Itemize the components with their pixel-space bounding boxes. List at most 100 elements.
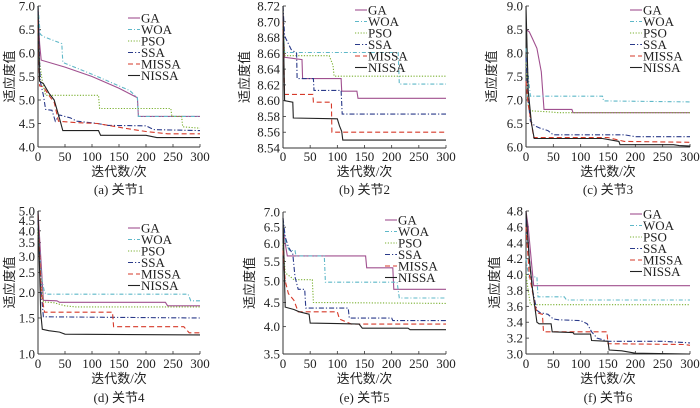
y-tick-label: 6.5: [507, 116, 523, 131]
series-line-pso: [282, 243, 447, 304]
panel-a: 0 50 100 150 200 250 300 4.0 4.5 5.0 5.5 6.0 6.5 7.0 迭…: [2, 0, 210, 197]
panel-caption: (e) 关节5: [339, 390, 389, 405]
x-tick-label: 250: [163, 149, 183, 164]
series-line-woa: [525, 48, 691, 103]
x-tick-label: 200: [626, 356, 646, 371]
x-tick-label: 50: [59, 356, 72, 371]
y-tick-label: 8.54: [257, 141, 280, 156]
panel-caption: (c) 关节3: [583, 182, 633, 197]
legend-label: WOA: [368, 14, 400, 29]
x-tick-label: 100: [328, 149, 348, 164]
y-tick-label: 5.0: [19, 204, 35, 219]
series-line-ga: [282, 220, 446, 290]
y-tick-label: 6.5: [264, 220, 280, 235]
x-tick-label: 200: [382, 149, 402, 164]
x-tick-label: 0: [35, 356, 42, 371]
x-tick-label: 200: [136, 149, 156, 164]
series-line-pso: [525, 274, 690, 306]
x-axis-label: 迭代数/次: [337, 164, 393, 179]
y-tick-label: 3.5: [19, 235, 35, 250]
series-line-missa: [525, 81, 691, 143]
x-tick-label: 50: [59, 149, 72, 164]
x-tick-label: 100: [571, 149, 591, 164]
y-tick-label: 8.5: [507, 22, 523, 37]
legend-label: PSO: [398, 236, 422, 251]
x-axis-label: 迭代数/次: [580, 371, 636, 386]
legend-label: WOA: [643, 218, 675, 233]
panel-d: 0 50 100 150 200 250 300 1.0 1.5 2.0 2.53.03.54.04…: [2, 204, 210, 406]
series-line-nissa: [37, 210, 201, 336]
y-tick-label: 5.0: [264, 273, 280, 288]
x-tick-label: 200: [136, 356, 156, 371]
series-line-ga: [525, 210, 690, 287]
y-tick-label: 7.0: [264, 205, 280, 220]
y-tick-label: 8.72: [257, 0, 280, 14]
legend-label: MISSA: [141, 267, 181, 282]
y-tick-label: 8.56: [257, 125, 280, 140]
x-tick-label: 150: [109, 356, 129, 371]
y-axis-label: 适应度值: [2, 50, 17, 102]
legend-label: PSO: [141, 244, 165, 259]
legend-label: NISSA: [643, 264, 681, 279]
y-tick-label: 4.5: [19, 213, 35, 228]
y-tick-label: 2.0: [19, 285, 35, 300]
x-tick-label: 250: [163, 356, 183, 371]
y-axis-label: 适应度值: [484, 50, 499, 102]
panel-b: 0 50 100 150 200 250 3008.548.568.588.608.628.…: [237, 0, 456, 197]
x-tick-label: 300: [436, 149, 456, 164]
legend-label: SSA: [141, 45, 165, 60]
x-tick-label: 150: [355, 356, 375, 371]
y-tick-label: 3.6: [507, 299, 524, 314]
x-tick-label: 50: [547, 149, 560, 164]
legend-label: GA: [368, 3, 387, 18]
x-tick-label: 50: [304, 356, 317, 371]
y-tick-label: 8.66: [257, 46, 280, 61]
y-tick-label: 7.0: [507, 93, 523, 108]
y-tick-label: 3.2: [507, 331, 523, 346]
y-tick-label: 1.5: [19, 310, 35, 325]
y-axis-label: 适应度值: [242, 257, 257, 309]
y-tick-label: 8.0: [507, 46, 523, 61]
panel-e: 0 50 100 150 200 250 300 3.5 4.0 4.5 5.0 5.5 6.06.57…: [242, 205, 456, 406]
series-line-ga: [37, 210, 200, 307]
series-line-ssa: [37, 220, 201, 319]
legend-label: NISSA: [398, 270, 436, 285]
series-line-nissa: [282, 5, 446, 141]
x-axis-label: 迭代数/次: [91, 371, 147, 386]
y-tick-label: 4.0: [507, 267, 523, 282]
series-line-woa: [37, 5, 200, 117]
series-line-woa: [282, 220, 446, 299]
series-line-pso: [525, 62, 690, 114]
legend-label: SSA: [141, 255, 165, 270]
x-tick-label: 250: [653, 356, 673, 371]
series-line-ssa: [282, 217, 446, 322]
y-tick-label: 7.5: [507, 69, 523, 84]
x-tick-label: 250: [409, 356, 429, 371]
panel-caption: (d) 关节4: [94, 390, 145, 405]
panel-caption: (b) 关节2: [339, 182, 390, 197]
y-tick-label: 8.58: [257, 109, 280, 124]
legend-label: SSA: [643, 241, 667, 256]
y-tick-label: 4.0: [264, 319, 280, 334]
y-tick-label: 8.70: [257, 14, 280, 29]
y-tick-label: 6.0: [264, 236, 280, 251]
legend-label: WOA: [398, 224, 430, 239]
x-tick-label: 0: [280, 356, 287, 371]
y-tick-label: 6.0: [507, 140, 523, 155]
y-tick-label: 7.0: [19, 0, 35, 14]
x-tick-label: 300: [190, 149, 210, 164]
y-tick-label: 3.0: [19, 249, 35, 264]
y-tick-label: 8.62: [257, 77, 280, 92]
legend-label: MISSA: [398, 259, 438, 274]
x-tick-label: 300: [680, 149, 700, 164]
series-line-pso: [282, 21, 446, 77]
x-tick-label: 200: [382, 356, 402, 371]
x-tick-label: 0: [280, 149, 287, 164]
legend-label: NISSA: [141, 278, 179, 293]
series-line-nissa: [282, 217, 446, 331]
